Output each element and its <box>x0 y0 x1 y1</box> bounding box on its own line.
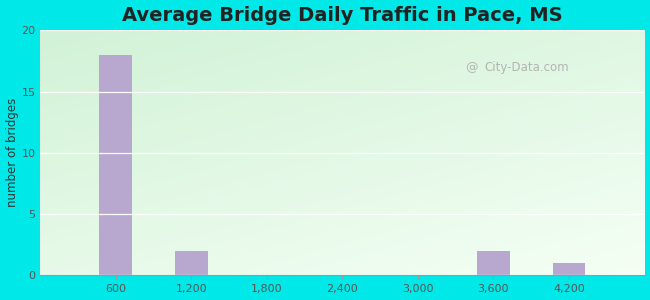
Bar <box>175 251 208 275</box>
Bar <box>552 263 585 275</box>
Bar <box>477 251 510 275</box>
Title: Average Bridge Daily Traffic in Pace, MS: Average Bridge Daily Traffic in Pace, MS <box>122 6 563 25</box>
Text: @: @ <box>465 61 478 74</box>
Y-axis label: number of bridges: number of bridges <box>6 98 19 208</box>
Text: City-Data.com: City-Data.com <box>484 61 569 74</box>
Bar <box>99 55 132 275</box>
